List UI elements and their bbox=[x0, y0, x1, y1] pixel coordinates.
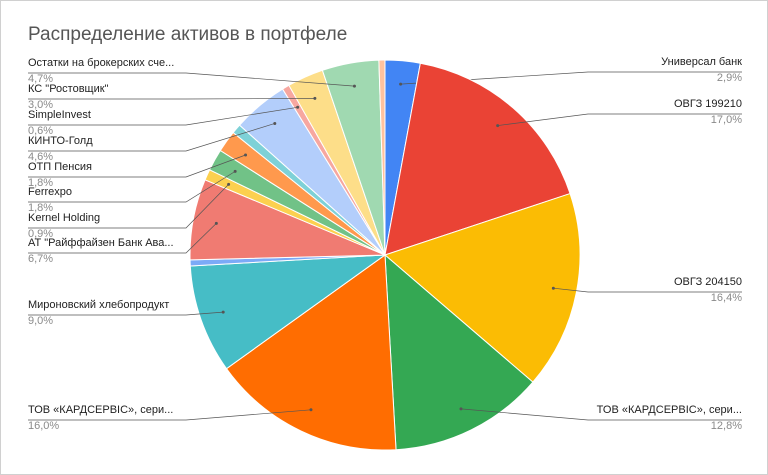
slice-label: Мироновский хлебопродукт bbox=[28, 299, 169, 311]
slice-label: SimpleInvest bbox=[28, 109, 91, 121]
slice-label: Ferrexpo bbox=[28, 186, 72, 198]
leader-dot bbox=[399, 82, 403, 86]
slice-label: Kernel Holding bbox=[28, 212, 100, 224]
slice-value: 4,6% bbox=[28, 151, 53, 163]
leader-line bbox=[28, 72, 355, 87]
slice-value: 1,8% bbox=[28, 202, 53, 214]
leader-line bbox=[28, 184, 229, 229]
leader-dot bbox=[227, 182, 231, 186]
pie-slice bbox=[384, 192, 581, 383]
leader-dot bbox=[352, 84, 356, 88]
leader-dot bbox=[244, 153, 248, 157]
slice-label: Остатки на брокерских сче... bbox=[28, 57, 174, 69]
leader-line bbox=[28, 311, 224, 316]
leader-dot bbox=[296, 105, 300, 109]
pie-slice bbox=[384, 253, 534, 451]
leader-line bbox=[497, 113, 742, 126]
leader-dot bbox=[551, 286, 555, 290]
slice-label: ОВГЗ 204150 bbox=[674, 276, 742, 288]
slice-value: 9,0% bbox=[28, 315, 53, 327]
slice-value: 3,0% bbox=[28, 99, 53, 111]
leader-line bbox=[28, 154, 246, 178]
leader-line bbox=[28, 409, 311, 421]
slice-label: ТОВ «КАРДСЕРВІС», сери... bbox=[28, 404, 173, 416]
slice-value: 4,7% bbox=[28, 73, 53, 85]
slice-value: 16,0% bbox=[28, 420, 59, 432]
slice-value: 2,9% bbox=[717, 72, 742, 84]
slice-label: Универсал банк bbox=[661, 56, 742, 68]
leader-dot bbox=[459, 407, 463, 411]
chart-title: Распределение активов в портфеле bbox=[28, 24, 347, 45]
pie-slice bbox=[189, 254, 387, 370]
leader-dot bbox=[214, 221, 218, 225]
leader-line bbox=[28, 106, 298, 126]
pie-slice bbox=[384, 62, 571, 256]
leader-dot bbox=[496, 124, 500, 128]
leader-line bbox=[28, 171, 236, 203]
leader-dot bbox=[313, 96, 317, 100]
leader-line bbox=[553, 287, 742, 293]
leader-line bbox=[28, 98, 315, 100]
leader-line bbox=[28, 123, 275, 152]
slice-value: 1,8% bbox=[28, 177, 53, 189]
leader-line bbox=[28, 223, 217, 254]
slice-label: КС "Ростовщик" bbox=[28, 83, 109, 95]
pie-slice bbox=[378, 59, 386, 256]
slice-value: 16,4% bbox=[711, 292, 742, 304]
pie-slice bbox=[225, 254, 397, 451]
slice-value: 17,0% bbox=[711, 114, 742, 126]
slice-value: 12,8% bbox=[711, 420, 742, 432]
slice-value: 6,7% bbox=[28, 253, 53, 265]
slice-label: ТОВ «КАРДСЕРВІС», сери... bbox=[597, 404, 742, 416]
leader-dot bbox=[273, 121, 277, 125]
leader-dot bbox=[309, 408, 313, 412]
leader-dot bbox=[233, 169, 237, 173]
slice-label: КИНТО-Голд bbox=[28, 135, 93, 147]
slice-label: АТ "Райффайзен Банк Ава... bbox=[28, 237, 174, 249]
slice-value: 0,9% bbox=[28, 228, 53, 240]
slice-label: ОВГЗ 199210 bbox=[674, 98, 742, 110]
leader-dot bbox=[221, 310, 225, 314]
slice-value: 0,6% bbox=[28, 125, 53, 137]
slice-label: ОТП Пенсия bbox=[28, 161, 92, 173]
leader-line bbox=[460, 408, 742, 421]
